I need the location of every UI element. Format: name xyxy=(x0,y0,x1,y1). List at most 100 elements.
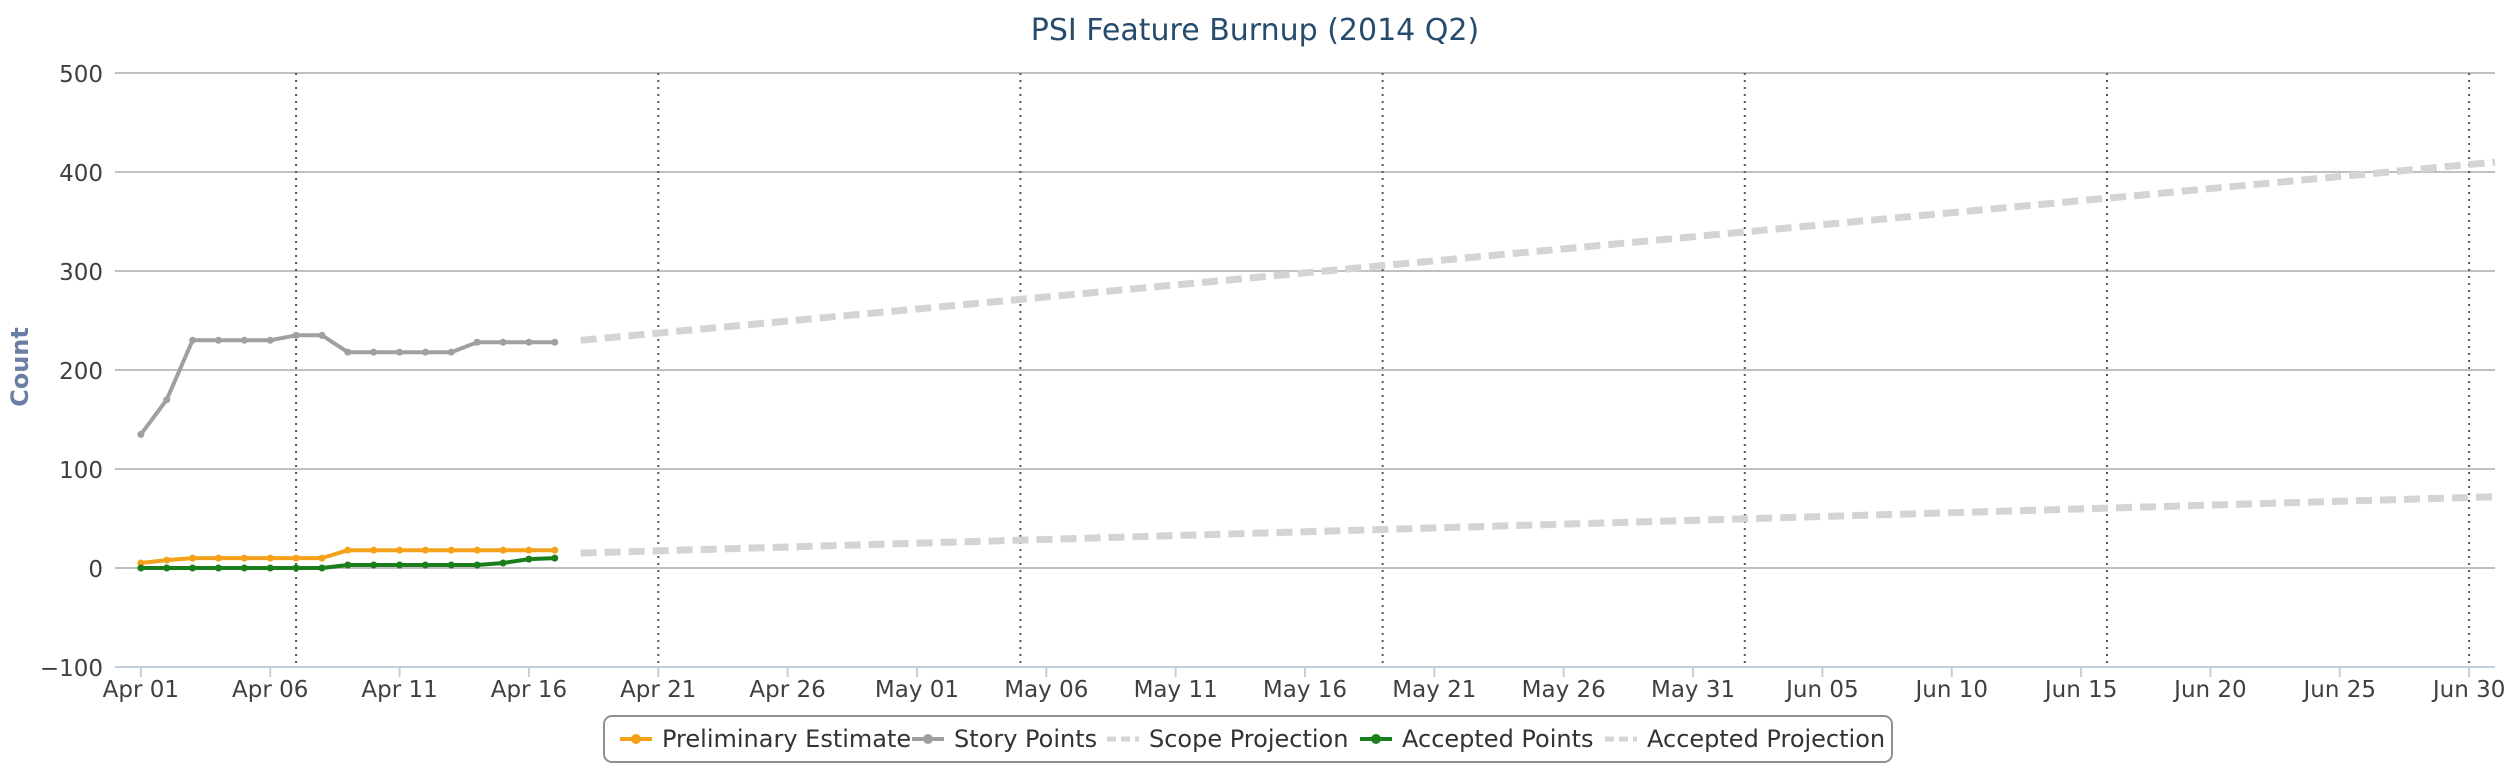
story-points-point xyxy=(214,336,222,344)
x-tick-label: May 21 xyxy=(1392,677,1476,703)
accepted-points-point xyxy=(551,554,559,562)
story-points-point xyxy=(137,430,145,438)
accepted-points-point xyxy=(292,564,300,572)
accepted-points-point xyxy=(214,564,222,572)
story-points-point xyxy=(447,348,455,356)
preliminary-estimate-point xyxy=(318,554,326,562)
x-tick-label: May 31 xyxy=(1651,677,1735,703)
preliminary-estimate-point xyxy=(370,546,378,554)
accepted-points-point xyxy=(240,564,248,572)
x-tick-label: May 01 xyxy=(875,677,959,703)
preliminary-estimate-point xyxy=(137,559,145,567)
plot-lines xyxy=(295,73,2471,667)
x-tick-label: Apr 21 xyxy=(620,677,696,703)
x-tick-label: Apr 06 xyxy=(232,677,308,703)
chart-title: PSI Feature Burnup (2014 Q2) xyxy=(1031,13,1479,48)
preliminary-estimate-point xyxy=(447,546,455,554)
preliminary-estimate-point xyxy=(292,554,300,562)
y-axis-title: Count xyxy=(6,327,34,407)
legend-item-accepted-projection[interactable]: Accepted Projection xyxy=(1605,725,1885,753)
legend-marker xyxy=(1371,734,1381,744)
story-points-point xyxy=(163,396,171,404)
accepted-points-point xyxy=(266,564,274,572)
x-tick-label: Jun 10 xyxy=(1913,677,1988,703)
series-layer xyxy=(137,158,2496,572)
scope-projection-line xyxy=(580,158,2496,344)
x-tick-label: Apr 16 xyxy=(491,677,567,703)
x-tick-label: Apr 11 xyxy=(361,677,437,703)
preliminary-estimate-point xyxy=(525,546,533,554)
x-tick-label: Apr 26 xyxy=(749,677,825,703)
x-tick-label: Jun 25 xyxy=(2302,677,2377,703)
accepted-points-point xyxy=(189,564,197,572)
preliminary-estimate-point xyxy=(473,546,481,554)
legend-label: Preliminary Estimate xyxy=(662,725,911,753)
preliminary-estimate-point xyxy=(396,546,404,554)
x-tick-label: Apr 01 xyxy=(103,677,179,703)
x-tick-label: May 26 xyxy=(1522,677,1606,703)
accepted-points-point xyxy=(137,564,145,572)
x-tick-label: May 16 xyxy=(1263,677,1347,703)
accepted-points-point xyxy=(344,561,352,569)
preliminary-estimate-point xyxy=(421,546,429,554)
accepted-points-point xyxy=(318,564,326,572)
legend-label: Scope Projection xyxy=(1149,725,1348,753)
story-points-point xyxy=(266,336,274,344)
y-tick-label: 400 xyxy=(59,161,103,187)
story-points-point xyxy=(499,338,507,346)
legend-box xyxy=(603,715,1893,763)
preliminary-estimate-point xyxy=(240,554,248,562)
story-points-point xyxy=(396,348,404,356)
x-tick-label: May 11 xyxy=(1134,677,1218,703)
legend-marker xyxy=(923,734,933,744)
accepted-points-point xyxy=(473,561,481,569)
y-tick-label: 300 xyxy=(59,260,103,286)
accepted-projection-line xyxy=(580,493,2496,557)
legend-item-accepted-points[interactable]: Accepted Points xyxy=(1360,725,1594,753)
x-axis: Apr 01 Apr 06 Apr 11 Apr 16 Apr 21 Apr 26 May … xyxy=(103,666,2505,703)
legend-label: Story Points xyxy=(954,725,1097,753)
accepted-points-point xyxy=(370,561,378,569)
preliminary-estimate-point xyxy=(266,554,274,562)
accepted-points-point xyxy=(525,555,533,563)
grid-lines xyxy=(115,72,2495,569)
y-tick-label: 200 xyxy=(59,359,103,385)
legend-item-story-points[interactable]: Story Points xyxy=(912,725,1097,753)
preliminary-estimate-point xyxy=(551,546,559,554)
story-points-point xyxy=(189,336,197,344)
accepted-points-point xyxy=(447,561,455,569)
legend-marker xyxy=(631,734,641,744)
x-tick-label: Jun 05 xyxy=(1784,677,1859,703)
preliminary-estimate-point xyxy=(163,556,171,564)
y-tick-label: 100 xyxy=(59,458,103,484)
legend[interactable]: Preliminary Estimate Story Points Scope Pr… xyxy=(603,715,1893,763)
accepted-points-point xyxy=(396,561,404,569)
story-points-point xyxy=(473,338,481,346)
y-tick-label: −100 xyxy=(40,656,103,682)
x-tick-label: Jun 15 xyxy=(2043,677,2118,703)
preliminary-estimate-point xyxy=(499,546,507,554)
y-axis: −100 0 100 200 300 400 500 xyxy=(40,62,103,682)
legend-item-preliminary-estimate[interactable]: Preliminary Estimate xyxy=(620,725,911,753)
story-points-point xyxy=(525,338,533,346)
accepted-points-point xyxy=(163,564,171,572)
legend-label: Accepted Projection xyxy=(1647,725,1885,753)
accepted-points-point xyxy=(421,561,429,569)
story-points-point xyxy=(421,348,429,356)
preliminary-estimate-point xyxy=(214,554,222,562)
y-tick-label: 0 xyxy=(88,557,103,583)
preliminary-estimate-point xyxy=(344,546,352,554)
legend-item-scope-projection[interactable]: Scope Projection xyxy=(1107,725,1348,753)
story-points-point xyxy=(240,336,248,344)
y-tick-label: 500 xyxy=(59,62,103,88)
story-points-point xyxy=(344,348,352,356)
legend-label: Accepted Points xyxy=(1402,725,1594,753)
x-tick-label: May 06 xyxy=(1004,677,1088,703)
accepted-points-point xyxy=(499,559,507,567)
preliminary-estimate-point xyxy=(189,554,197,562)
story-points-point xyxy=(318,331,326,339)
story-points-point xyxy=(370,348,378,356)
story-points-point xyxy=(551,338,559,346)
